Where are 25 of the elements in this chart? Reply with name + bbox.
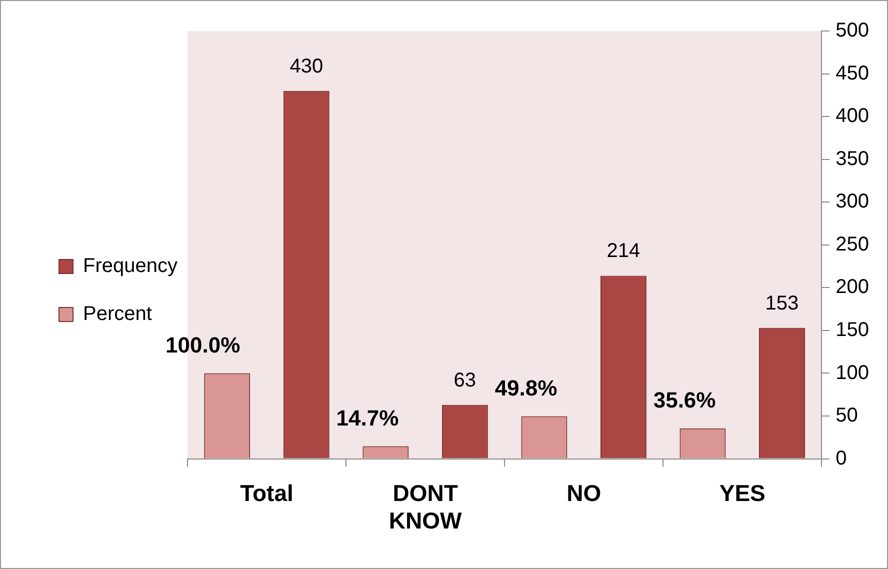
y-tick-label: 100 (836, 362, 870, 384)
y-tick-label: 150 (836, 318, 870, 341)
y-tick-label: 50 (836, 404, 858, 427)
data-label: 49.8% (494, 375, 558, 400)
data-label: 100.0% (166, 332, 240, 358)
x-tick-label: NO (566, 480, 602, 506)
y-tick-label: 450 (836, 62, 870, 84)
y-tick-label: 300 (836, 190, 870, 213)
y-tick-label: 0 (836, 447, 847, 470)
data-label: 430 (290, 55, 324, 78)
legend-label: Percent (83, 303, 152, 326)
x-tick-label: DONT KNOW (388, 480, 462, 534)
data-label: 35.6% (653, 387, 716, 412)
y-tick-label: 250 (836, 233, 870, 256)
data-label: 214 (606, 240, 640, 262)
x-tick-label: YES (719, 480, 766, 506)
legend-label: Frequency (83, 255, 178, 278)
y-tick-label: 400 (836, 105, 870, 128)
y-tick-label: 200 (836, 276, 870, 298)
y-tick-label: 350 (836, 148, 870, 170)
data-label: 14.7% (336, 405, 399, 430)
y-tick-label: 500 (836, 20, 870, 42)
data-label: 153 (765, 292, 799, 314)
data-label: 63 (454, 369, 476, 392)
x-tick-label: Total (240, 480, 294, 506)
